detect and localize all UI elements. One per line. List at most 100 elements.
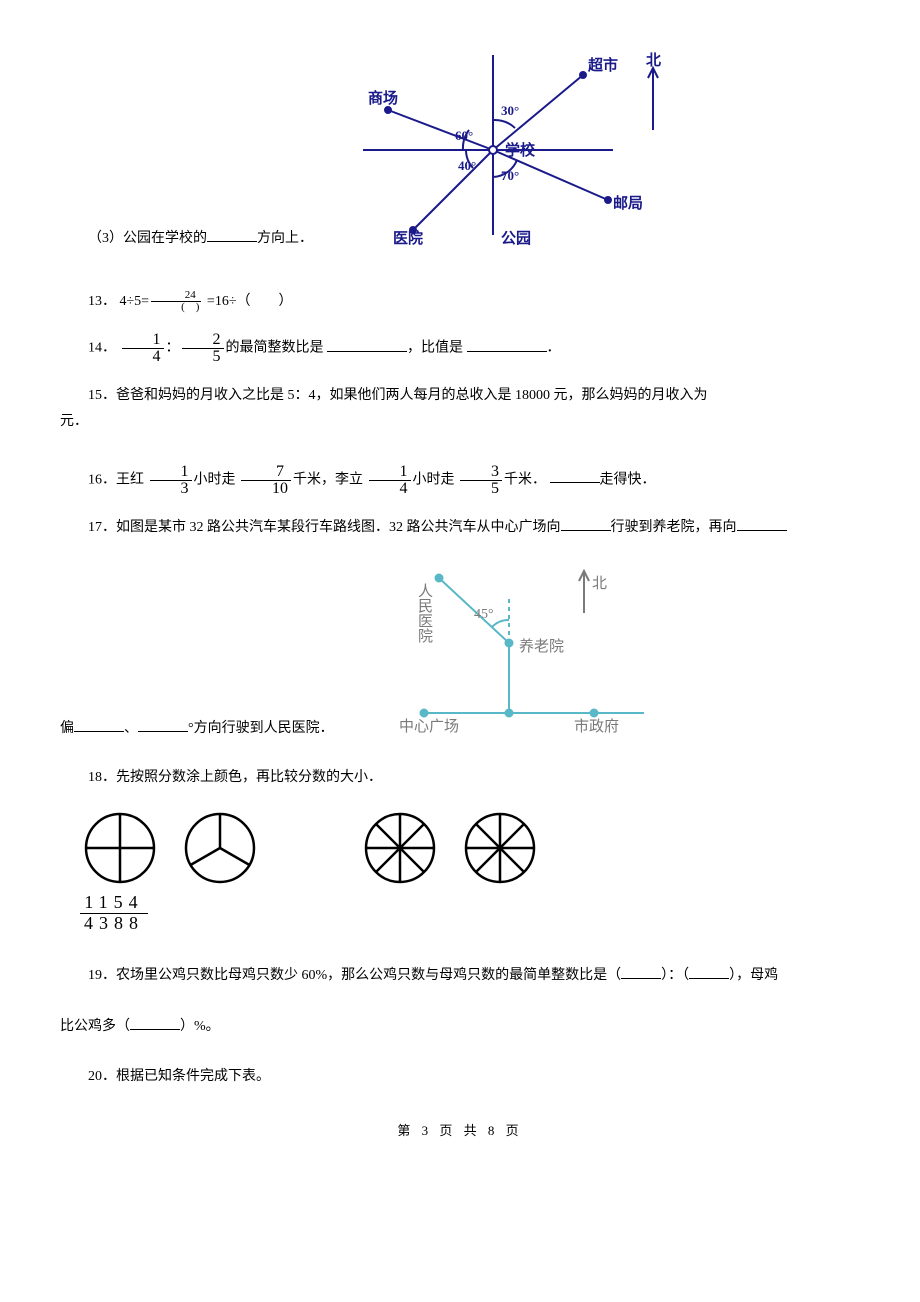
q17-num: 17 <box>88 520 102 535</box>
q16-c: 千米，李立 <box>293 472 363 487</box>
q20-num: 20 <box>88 1069 102 1084</box>
q13-b: =16÷（ ） <box>207 294 293 309</box>
q17-c: 偏 <box>60 721 74 736</box>
q17-blank2 <box>737 516 787 531</box>
q16-f4: 35 <box>460 464 502 497</box>
q19-b3 <box>130 1015 180 1030</box>
q16-f3: 14 <box>369 464 411 497</box>
q13-sfrac: 24( ) <box>151 290 201 313</box>
svg-text:市政府: 市政府 <box>574 718 619 735</box>
svg-text:人民医院: 人民医院 <box>416 583 433 644</box>
q15: 15．爸爸和妈妈的月收入之比是 5：4，如果他们两人每月的总收入是 18000 … <box>60 383 860 433</box>
q14-blank2 <box>467 337 547 352</box>
svg-text:养老院: 养老院 <box>519 637 564 655</box>
q18-num: 18 <box>88 770 102 785</box>
figure-1-wrap: 超市 商场 北 学校 邮局 医院 公园 30° 60° 40° 70° <box>333 40 693 259</box>
q14-a: 的最简整数比是 <box>226 341 324 356</box>
q19: 19．农场里公鸡只数比母鸡只数少 60%，那么公鸡只数与母鸡只数的最简单整数比是… <box>60 963 860 1039</box>
q14-colon: ： <box>166 341 180 356</box>
q18-circles <box>80 808 860 888</box>
q16-e: 千米． <box>504 472 546 487</box>
q17-blank4 <box>138 717 188 732</box>
q15-num: 15 <box>88 388 102 403</box>
svg-text:40°: 40° <box>458 158 476 173</box>
q17-line2: 偏 、 °方向行驶到人民医院． <box>60 716 334 747</box>
svg-text:45°: 45° <box>474 607 494 622</box>
q16-f2: 710 <box>241 464 291 497</box>
q20-text: 根据已知条件完成下表。 <box>116 1069 270 1084</box>
q17-line1: 17．如图是某市 32 路公共汽车某段行车路线图．32 路公共汽车从中心广场向行… <box>60 515 860 540</box>
q18-bigfrac-num: 1154 <box>80 893 148 914</box>
svg-text:超市: 超市 <box>587 56 618 74</box>
svg-text:学校: 学校 <box>505 141 536 159</box>
q18-bigfrac: 1154 4388 <box>80 893 148 934</box>
svg-text:中心广场: 中心广场 <box>399 718 459 735</box>
q19-b: ）：（ <box>661 968 689 983</box>
q16-num: 16 <box>88 472 102 487</box>
q14-c: ． <box>547 341 561 356</box>
q17-b: 行驶到养老院，再向 <box>611 520 737 535</box>
svg-text:公园: 公园 <box>501 230 531 247</box>
svg-text:60°: 60° <box>455 128 473 143</box>
q14-f1: 14 <box>122 332 164 365</box>
svg-text:医院: 医院 <box>393 229 423 247</box>
q12-3-prefix: （3）公园在学校的 <box>88 231 207 246</box>
figure-1-svg: 超市 商场 北 学校 邮局 医院 公园 30° 60° 40° 70° <box>333 40 693 250</box>
figure-2-svg: 人民医院 北 45° 养老院 中心广场 市政府 <box>364 558 684 738</box>
q18-bigfrac-den: 4388 <box>80 914 148 934</box>
q17-row2: 偏 、 °方向行驶到人民医院． <box>60 558 860 747</box>
svg-text:邮局: 邮局 <box>613 194 643 212</box>
q15-line1: 15．爸爸和妈妈的月收入之比是 5：4，如果他们两人每月的总收入是 18000 … <box>60 383 708 408</box>
q15-a: 爸爸和妈妈的月收入之比是 5：4，如果他们两人每月的总收入是 18000 元，那… <box>116 388 708 403</box>
q12-3-blank <box>207 227 257 242</box>
svg-text:70°: 70° <box>501 168 519 183</box>
q13-a: 4÷5= <box>120 294 150 309</box>
svg-text:北: 北 <box>646 52 661 69</box>
q19-d: 比公鸡多（ <box>60 1019 130 1034</box>
svg-text:北: 北 <box>592 575 607 592</box>
q20: 20．根据已知条件完成下表。 <box>60 1064 860 1089</box>
circle-eighths-icon-2 <box>460 808 540 888</box>
q19-c: ），母鸡 <box>729 968 778 983</box>
q13: 13． 4÷5=24( ) =16÷（ ） <box>60 289 860 314</box>
q19-num: 19 <box>88 968 102 983</box>
q12-3-text: （3）公园在学校的 方向上． <box>60 226 313 259</box>
page-content: （3）公园在学校的 方向上． <box>0 0 920 1162</box>
q16: 16．王红 13小时走 710千米，李立 14小时走 35千米． 走得快． <box>60 464 860 497</box>
q16-d: 小时走 <box>413 472 455 487</box>
q18: 18．先按照分数涂上颜色，再比较分数的大小． <box>60 765 860 790</box>
q16-b: 小时走 <box>194 472 236 487</box>
q17-a: 如图是某市 32 路公共汽车某段行车路线图．32 路公共汽车从中心广场向 <box>116 520 561 535</box>
page-footer: 第 3 页 共 8 页 <box>60 1119 860 1142</box>
figure-2-wrap: 人民医院 北 45° 养老院 中心广场 市政府 <box>364 558 684 747</box>
svg-text:商场: 商场 <box>368 89 398 107</box>
q18-text: 先按照分数涂上颜色，再比较分数的大小． <box>116 770 382 785</box>
q14-b: ，比值是 <box>407 341 463 356</box>
q18-group2 <box>360 808 540 888</box>
svg-text:30°: 30° <box>501 103 519 118</box>
circle-thirds-icon <box>180 808 260 888</box>
circle-eighths-icon <box>360 808 440 888</box>
q16-f: 走得快． <box>600 472 656 487</box>
q14-f2: 25 <box>182 332 224 365</box>
q19-b2 <box>689 964 729 979</box>
q12-3-suffix: 方向上． <box>257 231 313 246</box>
q15-b: 元． <box>60 414 88 429</box>
q13-num: 13 <box>88 294 102 309</box>
q17-blank1 <box>561 516 611 531</box>
q16-f1: 13 <box>150 464 192 497</box>
q14: 14． 14：25的最简整数比是 ，比值是 ． <box>60 332 860 365</box>
q14-blank1 <box>327 337 407 352</box>
q19-l1: 19．农场里公鸡只数比母鸡只数少 60%，那么公鸡只数与母鸡只数的最简单整数比是… <box>60 963 778 988</box>
q12-3-row: （3）公园在学校的 方向上． <box>60 40 860 259</box>
q16-blank <box>550 468 600 483</box>
q16-a: 王红 <box>116 472 144 487</box>
q18-group1 <box>80 808 260 888</box>
circle-quarters-icon <box>80 808 160 888</box>
q19-b1 <box>621 964 661 979</box>
q17-d: 、 <box>124 721 138 736</box>
q19-a: 农场里公鸡只数比母鸡只数少 60%，那么公鸡只数与母鸡只数的最简单整数比是（ <box>116 968 621 983</box>
q17-e: °方向行驶到人民医院． <box>188 721 334 736</box>
q17-blank3 <box>74 717 124 732</box>
q14-num: 14 <box>88 341 102 356</box>
